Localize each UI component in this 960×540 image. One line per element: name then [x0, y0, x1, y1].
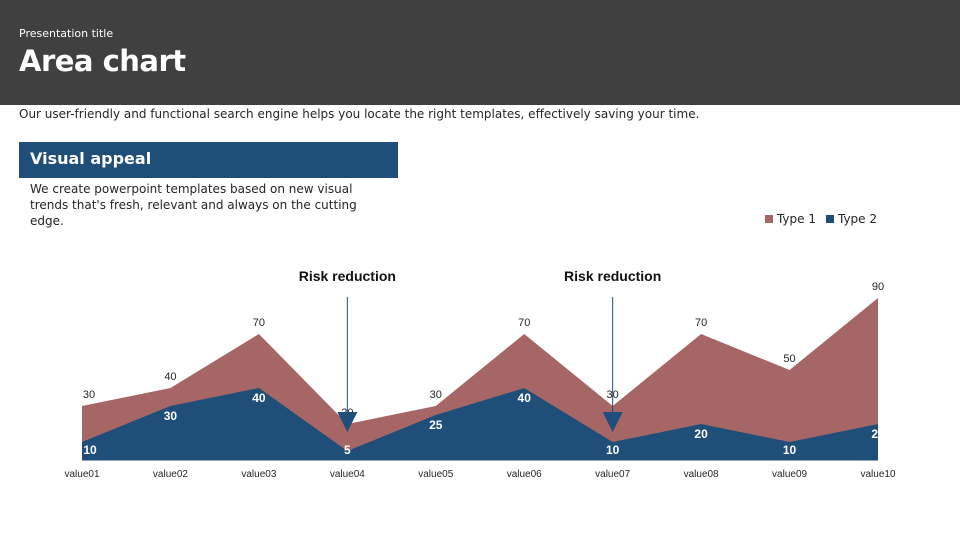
legend-swatch-type2	[825, 215, 834, 223]
data-label-type2: 30	[164, 409, 178, 423]
header-bar: Presentation title Area chart	[0, 0, 960, 105]
legend-label-type2: Type 2	[837, 212, 877, 226]
data-label-type2: 5	[344, 443, 351, 457]
data-label-type2: 40	[252, 391, 266, 405]
legend-swatch-type1	[764, 215, 773, 223]
x-tick-label: value02	[153, 469, 188, 480]
x-tick-label: value04	[330, 469, 365, 480]
x-tick-label: value08	[684, 469, 719, 480]
annotation-label: Risk reduction	[299, 268, 396, 284]
annotation-arrow-icon	[602, 412, 623, 432]
x-tick-label: value07	[595, 469, 630, 480]
data-label-type1: 30	[83, 389, 95, 401]
chart-legend: Type 1 Type 2	[764, 212, 877, 226]
x-tick-label: value01	[64, 469, 99, 480]
legend-label-type1: Type 1	[776, 212, 816, 226]
data-label-type2: 20	[694, 427, 708, 441]
data-label-type2: 25	[429, 418, 443, 432]
area-chart: 304070203070307050901030405254010201020v…	[64, 268, 895, 480]
data-label-type2: 10	[783, 443, 797, 457]
x-tick-label: value09	[772, 469, 807, 480]
legend-item-type2: Type 2	[825, 212, 877, 226]
x-tick-label: value10	[860, 469, 895, 480]
page-title: Area chart	[19, 44, 186, 78]
data-label-type1: 50	[783, 353, 795, 365]
data-label-type2: 20	[871, 427, 885, 441]
data-label-type2: 10	[83, 443, 97, 457]
annotation-label: Risk reduction	[564, 268, 661, 284]
data-label-type2: 40	[518, 391, 532, 405]
data-label-type1: 70	[695, 317, 707, 329]
x-tick-label: value05	[418, 469, 453, 480]
legend-item-type1: Type 1	[764, 212, 816, 226]
data-label-type1: 70	[253, 317, 265, 329]
annotation-arrow-icon	[337, 412, 358, 432]
data-label-type1: 30	[430, 389, 442, 401]
x-tick-label: value06	[507, 469, 542, 480]
section-title: Visual appeal	[30, 149, 152, 168]
data-label-type2: 10	[606, 443, 620, 457]
data-label-type1: 40	[164, 371, 176, 383]
area-series-type2	[82, 388, 878, 460]
x-tick-label: value03	[241, 469, 276, 480]
data-label-type1: 90	[872, 281, 884, 293]
page-subtitle: Our user-friendly and functional search …	[19, 107, 700, 121]
data-label-type1: 70	[518, 317, 530, 329]
section-body: We create powerpoint templates based on …	[30, 182, 357, 228]
presentation-title: Presentation title	[19, 27, 114, 40]
section-header: Visual appeal	[19, 142, 398, 178]
